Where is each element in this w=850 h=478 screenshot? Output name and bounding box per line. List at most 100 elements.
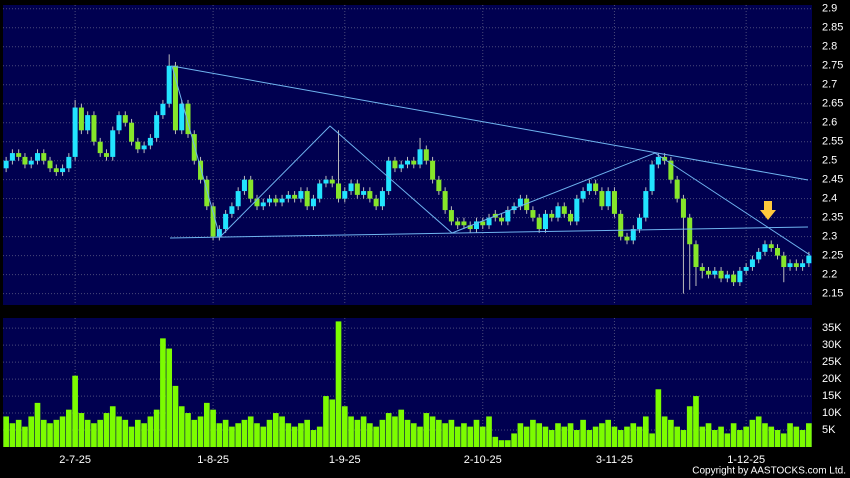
candle-body <box>455 221 461 226</box>
candle-body <box>530 210 536 218</box>
volume-bar <box>624 426 630 447</box>
volume-bar <box>749 419 756 447</box>
volume-bar <box>291 426 298 447</box>
volume-bar <box>153 409 160 447</box>
candle-body <box>147 137 153 146</box>
volume-bar <box>705 423 712 447</box>
volume-bar <box>34 402 41 447</box>
candle-body <box>718 270 724 279</box>
volume-bar <box>743 426 749 447</box>
y-tick-label: 35K <box>822 322 842 334</box>
volume-bar <box>799 430 806 447</box>
volume-bar <box>260 426 267 447</box>
volume-bar <box>711 430 718 447</box>
volume-bar <box>592 426 599 447</box>
candle-body <box>467 225 473 230</box>
volume-bar <box>755 416 762 447</box>
candle-body <box>693 244 699 268</box>
volume-bar <box>580 419 586 447</box>
candle-body <box>160 103 166 116</box>
candle-body <box>273 198 279 203</box>
y-tick-label: 2.3 <box>822 231 837 243</box>
volume-bar <box>642 416 649 447</box>
volume-bar <box>53 419 60 447</box>
candle-body <box>185 103 191 135</box>
x-tick-label: 2-10-25 <box>464 454 502 466</box>
volume-bar <box>47 423 53 447</box>
candle-body <box>430 160 436 180</box>
volume-bar <box>360 416 367 447</box>
candle-body <box>743 267 749 271</box>
candle-body <box>336 183 342 199</box>
volume-bar <box>693 396 699 447</box>
volume-bar <box>203 402 210 447</box>
y-tick-label: 20K <box>822 373 842 385</box>
price-panel <box>3 5 812 305</box>
volume-bar <box>59 416 66 447</box>
volume-bar <box>103 413 110 447</box>
candle-body <box>398 164 404 169</box>
candle-body <box>342 191 348 199</box>
y-tick-label: 2.25 <box>822 250 843 262</box>
volume-bar <box>630 423 637 447</box>
candle-body <box>461 221 467 226</box>
volume-bar <box>135 419 141 447</box>
volume-bar <box>429 416 436 447</box>
candle-body <box>34 153 41 161</box>
candle-body <box>66 156 72 169</box>
candle-body <box>216 229 222 237</box>
volume-bar <box>128 426 135 447</box>
candle-body <box>486 217 492 226</box>
volume-bar <box>66 409 72 447</box>
candle-body <box>524 198 530 211</box>
volume-bar <box>555 423 561 447</box>
volume-bar <box>3 416 9 447</box>
candle-body <box>122 115 128 123</box>
y-tick-label: 2.35 <box>822 212 843 224</box>
candle-body <box>637 217 643 230</box>
candle-body <box>549 213 555 218</box>
volume-bar <box>304 419 310 447</box>
volume-bar <box>574 430 580 447</box>
candle-body <box>166 65 172 104</box>
candle-body <box>354 183 360 195</box>
volume-bar <box>222 419 229 447</box>
y-tick-label: 15K <box>822 390 842 402</box>
volume-bar <box>636 426 643 447</box>
volume-bar <box>561 426 568 447</box>
volume-bar <box>404 419 411 447</box>
candle-body <box>379 191 385 207</box>
volume-bar <box>793 426 800 447</box>
candle-body <box>235 191 241 207</box>
candle-body <box>3 160 9 169</box>
volume-bar <box>530 419 536 447</box>
candle-body <box>254 198 260 207</box>
candle-body <box>223 213 229 230</box>
candle-body <box>204 179 210 207</box>
candle-body <box>323 179 329 184</box>
trend-lines <box>169 65 811 256</box>
candle-body <box>367 191 373 199</box>
candle-body <box>593 183 599 192</box>
candle-body <box>361 191 367 195</box>
candle-body <box>687 217 693 245</box>
volume-bar <box>436 419 442 447</box>
candle-body <box>129 122 135 142</box>
candle-body <box>47 160 53 169</box>
volume-bar <box>40 419 47 447</box>
candle-body <box>499 217 505 222</box>
candle-body <box>793 263 799 268</box>
volume-bar <box>492 436 499 447</box>
candle-body <box>423 149 429 161</box>
candle-body <box>724 274 730 279</box>
volume-bar <box>109 406 116 447</box>
volume-bar <box>178 406 185 447</box>
candle-body <box>60 168 66 173</box>
volume-bar <box>806 423 812 447</box>
volume-bar <box>517 423 524 447</box>
candle-body <box>229 206 235 214</box>
volume-bar <box>316 426 323 447</box>
candle-body <box>542 213 548 230</box>
candle-body <box>505 210 511 222</box>
